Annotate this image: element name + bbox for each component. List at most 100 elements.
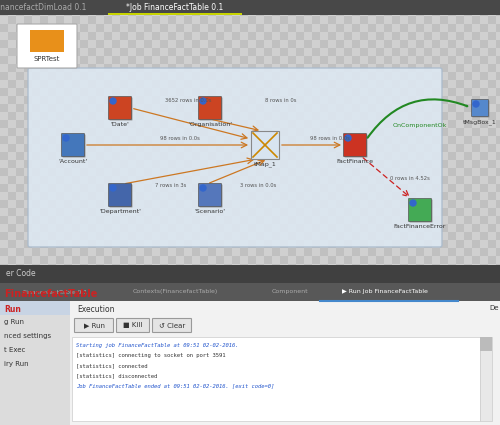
- Bar: [88, 16, 96, 24]
- Bar: [480, 40, 488, 48]
- Bar: [152, 384, 160, 392]
- Bar: [216, 336, 224, 344]
- Bar: [40, 376, 48, 384]
- Bar: [336, 288, 344, 296]
- Bar: [160, 128, 168, 136]
- Bar: [216, 368, 224, 376]
- Bar: [232, 328, 240, 336]
- Bar: [144, 32, 152, 40]
- Bar: [88, 408, 96, 416]
- Bar: [376, 160, 384, 168]
- Bar: [408, 312, 416, 320]
- Bar: [472, 120, 480, 128]
- Bar: [168, 8, 176, 16]
- Bar: [400, 168, 408, 176]
- Bar: [376, 64, 384, 72]
- Bar: [384, 320, 392, 328]
- Bar: [0, 301, 70, 425]
- Bar: [216, 296, 224, 304]
- Bar: [320, 32, 328, 40]
- Bar: [424, 48, 432, 56]
- Bar: [272, 224, 280, 232]
- Bar: [352, 0, 360, 8]
- Bar: [344, 376, 352, 384]
- Bar: [24, 64, 32, 72]
- Bar: [240, 128, 248, 136]
- Bar: [8, 48, 16, 56]
- Bar: [104, 304, 112, 312]
- Bar: [168, 336, 176, 344]
- Bar: [256, 272, 264, 280]
- Bar: [312, 32, 320, 40]
- Bar: [208, 24, 216, 32]
- Bar: [424, 192, 432, 200]
- Bar: [248, 64, 256, 72]
- Bar: [272, 416, 280, 424]
- Bar: [64, 368, 72, 376]
- Bar: [232, 272, 240, 280]
- Bar: [312, 80, 320, 88]
- Bar: [400, 232, 408, 240]
- Bar: [248, 208, 256, 216]
- Bar: [480, 408, 488, 416]
- Bar: [112, 104, 120, 112]
- Bar: [336, 424, 344, 425]
- Bar: [56, 320, 64, 328]
- Bar: [136, 112, 144, 120]
- Bar: [160, 256, 168, 264]
- Bar: [160, 416, 168, 424]
- Bar: [56, 408, 64, 416]
- Bar: [488, 344, 496, 352]
- Bar: [128, 280, 136, 288]
- Bar: [96, 184, 104, 192]
- Bar: [0, 136, 8, 144]
- Bar: [320, 224, 328, 232]
- Bar: [128, 408, 136, 416]
- Bar: [416, 112, 424, 120]
- Bar: [456, 144, 464, 152]
- Bar: [104, 88, 112, 96]
- Bar: [64, 120, 72, 128]
- Bar: [152, 232, 160, 240]
- Bar: [456, 368, 464, 376]
- Bar: [120, 40, 128, 48]
- Bar: [464, 240, 472, 248]
- Bar: [72, 16, 80, 24]
- Bar: [8, 192, 16, 200]
- Bar: [432, 400, 440, 408]
- Bar: [96, 64, 104, 72]
- Bar: [408, 240, 416, 248]
- Bar: [480, 264, 488, 272]
- Bar: [376, 240, 384, 248]
- Bar: [200, 120, 208, 128]
- Bar: [168, 272, 176, 280]
- Bar: [344, 336, 352, 344]
- Bar: [248, 112, 256, 120]
- Bar: [184, 104, 192, 112]
- Bar: [40, 216, 48, 224]
- Bar: [296, 80, 304, 88]
- Bar: [456, 112, 464, 120]
- Bar: [488, 400, 496, 408]
- Bar: [192, 328, 200, 336]
- Bar: [240, 392, 248, 400]
- Bar: [328, 184, 336, 192]
- Bar: [200, 264, 208, 272]
- Bar: [288, 24, 296, 32]
- Bar: [408, 168, 416, 176]
- Bar: [272, 160, 280, 168]
- Bar: [360, 360, 368, 368]
- Bar: [384, 408, 392, 416]
- Bar: [256, 240, 264, 248]
- Bar: [24, 400, 32, 408]
- Bar: [256, 40, 264, 48]
- Bar: [320, 336, 328, 344]
- Bar: [128, 360, 136, 368]
- Bar: [216, 392, 224, 400]
- Bar: [272, 120, 280, 128]
- Bar: [208, 128, 216, 136]
- Bar: [440, 304, 448, 312]
- Bar: [264, 384, 272, 392]
- Bar: [152, 184, 160, 192]
- Bar: [192, 344, 200, 352]
